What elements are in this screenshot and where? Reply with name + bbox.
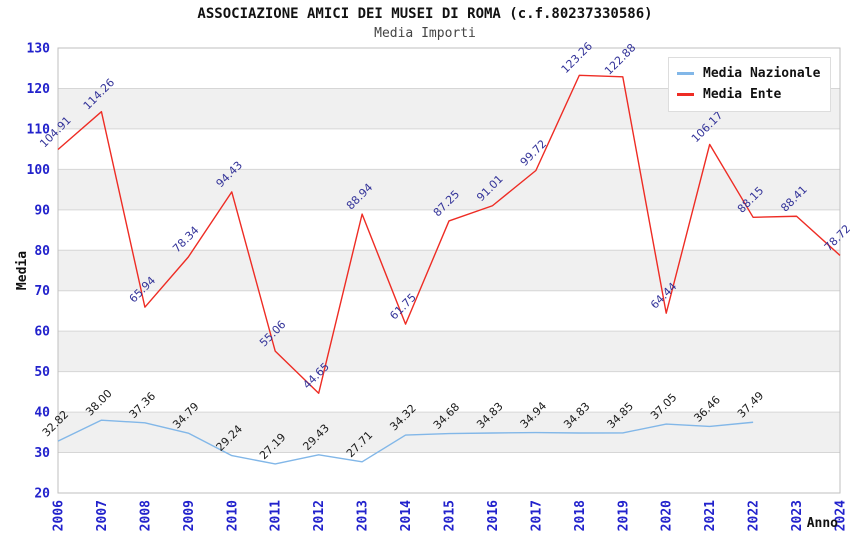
svg-text:2012: 2012 [312, 500, 327, 531]
svg-text:30: 30 [34, 446, 50, 461]
svg-text:2022: 2022 [747, 500, 762, 531]
svg-text:120: 120 [27, 82, 51, 97]
y-axis-title: Media [15, 251, 30, 290]
svg-text:20: 20 [34, 487, 50, 502]
legend-label-ente: Media Ente [703, 87, 782, 102]
legend-swatch-nazionale [677, 72, 694, 75]
series-line-media-ente [57, 74, 841, 394]
svg-text:2007: 2007 [95, 500, 110, 531]
svg-text:2020: 2020 [660, 500, 675, 531]
svg-text:2021: 2021 [703, 500, 718, 531]
svg-text:2024: 2024 [834, 500, 849, 531]
legend-label-nazionale: Media Nazionale [703, 66, 821, 81]
svg-text:2023: 2023 [790, 500, 805, 531]
y-axis-tick-labels: 20 30 40 50 60 70 80 90 100 110 120 130 [27, 42, 51, 502]
svg-text:100: 100 [27, 163, 51, 178]
svg-text:110: 110 [27, 122, 51, 137]
svg-text:78.72: 78.72 [822, 222, 850, 253]
svg-text:123.26: 123.26 [559, 40, 595, 76]
legend-item-media-nazionale[interactable]: Media Nazionale [677, 63, 820, 84]
svg-text:60: 60 [34, 325, 50, 340]
x-axis-tick-labels: 2006 2007 2008 2009 2010 2011 2012 2013 2014 2015… [52, 500, 849, 531]
svg-text:70: 70 [34, 284, 50, 299]
svg-text:2013: 2013 [356, 500, 371, 531]
plot-border [57, 47, 841, 494]
svg-text:90: 90 [34, 203, 50, 218]
svg-text:2016: 2016 [486, 500, 501, 531]
svg-text:2008: 2008 [138, 500, 153, 531]
svg-text:2011: 2011 [269, 500, 284, 531]
svg-text:2019: 2019 [616, 500, 631, 531]
series-line-media-nazionale [57, 419, 754, 465]
svg-text:2017: 2017 [529, 500, 544, 531]
svg-text:2006: 2006 [52, 500, 67, 531]
svg-text:80: 80 [34, 244, 50, 259]
x-axis-title: Anno [807, 516, 838, 531]
chart-title: ASSOCIAZIONE AMICI DEI MUSEI DI ROMA (c.… [197, 6, 653, 22]
legend-item-media-ente[interactable]: Media Ente [677, 84, 820, 105]
legend-swatch-ente [677, 93, 694, 96]
svg-text:122.88: 122.88 [602, 41, 638, 77]
plot-bands [58, 88, 840, 453]
svg-text:130: 130 [27, 42, 51, 57]
svg-text:40: 40 [34, 406, 50, 421]
svg-text:2014: 2014 [399, 500, 414, 531]
svg-text:50: 50 [34, 365, 50, 380]
svg-text:2018: 2018 [573, 500, 588, 531]
svg-text:2010: 2010 [225, 500, 240, 531]
legend: Media Nazionale Media Ente [668, 57, 832, 112]
chart-subtitle: Media Importi [374, 26, 476, 41]
svg-text:2009: 2009 [182, 500, 197, 531]
svg-text:2015: 2015 [443, 500, 458, 531]
